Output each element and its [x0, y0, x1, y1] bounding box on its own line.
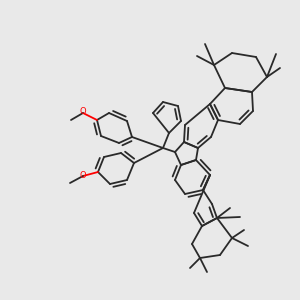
Text: O: O [80, 107, 86, 116]
Text: O: O [80, 170, 86, 179]
